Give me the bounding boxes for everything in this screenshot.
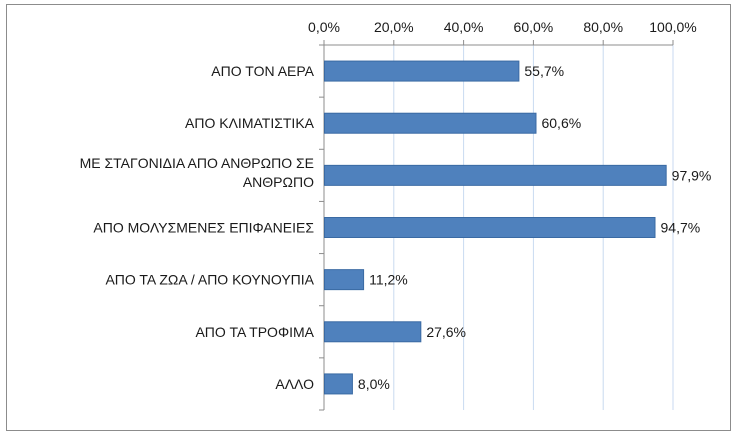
bar: [324, 164, 667, 186]
bar: [324, 60, 520, 82]
data-label: 27,6%: [426, 324, 466, 340]
category-label: ΑΠΟ ΤΑ ΤΡΟΦΙΜΑ: [195, 324, 314, 340]
bar: [324, 321, 422, 343]
tick-label: 20,0%: [374, 19, 414, 35]
x-axis-ticks: 0,0% 20,0% 40,0% 60,0% 80,0% 100,0%: [308, 19, 697, 45]
data-label: 11,2%: [369, 272, 408, 288]
bar: [324, 269, 365, 291]
bar: [324, 217, 656, 238]
data-label: 8,0%: [358, 376, 390, 392]
bars: [324, 60, 667, 395]
bar: [324, 373, 353, 395]
data-label: 97,9%: [672, 167, 712, 183]
bar-chart: 0,0% 20,0% 40,0% 60,0% 80,0% 100,0% ΑΠΟ ΤΟΝ Α…: [80, 19, 711, 411]
tick-label: 80,0%: [583, 19, 623, 35]
data-label: 94,7%: [661, 220, 701, 236]
category-label: ΜΕ ΣΤΑΓΟΝΙΔΙΑ ΑΠΟ ΑΝΘΡΩΠΟ ΣΕ: [80, 155, 314, 171]
tick-label: 100,0%: [649, 19, 696, 35]
category-label: ΑΠΟ ΤΑ ΖΩΑ / ΑΠΟ ΚΟΥΝΟΥΠΙΑ: [105, 272, 314, 288]
category-label: ΑΝΘΡΩΠΟ: [243, 174, 314, 190]
category-label: ΑΠΟ ΚΛΙΜΑΤΙΣΤΙΚΑ: [185, 115, 315, 131]
data-labels: 55,7% 60,6% 97,9% 94,7% 11,2% 27,6% 8,0%: [358, 63, 711, 392]
data-label: 55,7%: [524, 63, 564, 79]
tick-label: 40,0%: [444, 19, 484, 35]
category-labels: ΑΠΟ ΤΟΝ ΑΕΡΑ ΑΠΟ ΚΛΙΜΑΤΙΣΤΙΚΑ ΜΕ ΣΤΑΓΟΝΙΔΙ…: [80, 63, 315, 392]
data-label: 60,6%: [541, 115, 581, 131]
tick-label: 60,0%: [514, 19, 554, 35]
category-label: ΑΠΟ ΜΟΛΥΣΜΕΝΕΣ ΕΠΙΦΑΝΕΙΕΣ: [93, 220, 314, 236]
category-label: ΑΠΟ ΤΟΝ ΑΕΡΑ: [211, 63, 314, 79]
category-label: ΑΛΛΟ: [275, 376, 314, 392]
bar: [324, 112, 537, 134]
chart-frame: 0,0% 20,0% 40,0% 60,0% 80,0% 100,0% ΑΠΟ ΤΟΝ Α…: [6, 4, 731, 431]
tick-label: 0,0%: [308, 19, 340, 35]
